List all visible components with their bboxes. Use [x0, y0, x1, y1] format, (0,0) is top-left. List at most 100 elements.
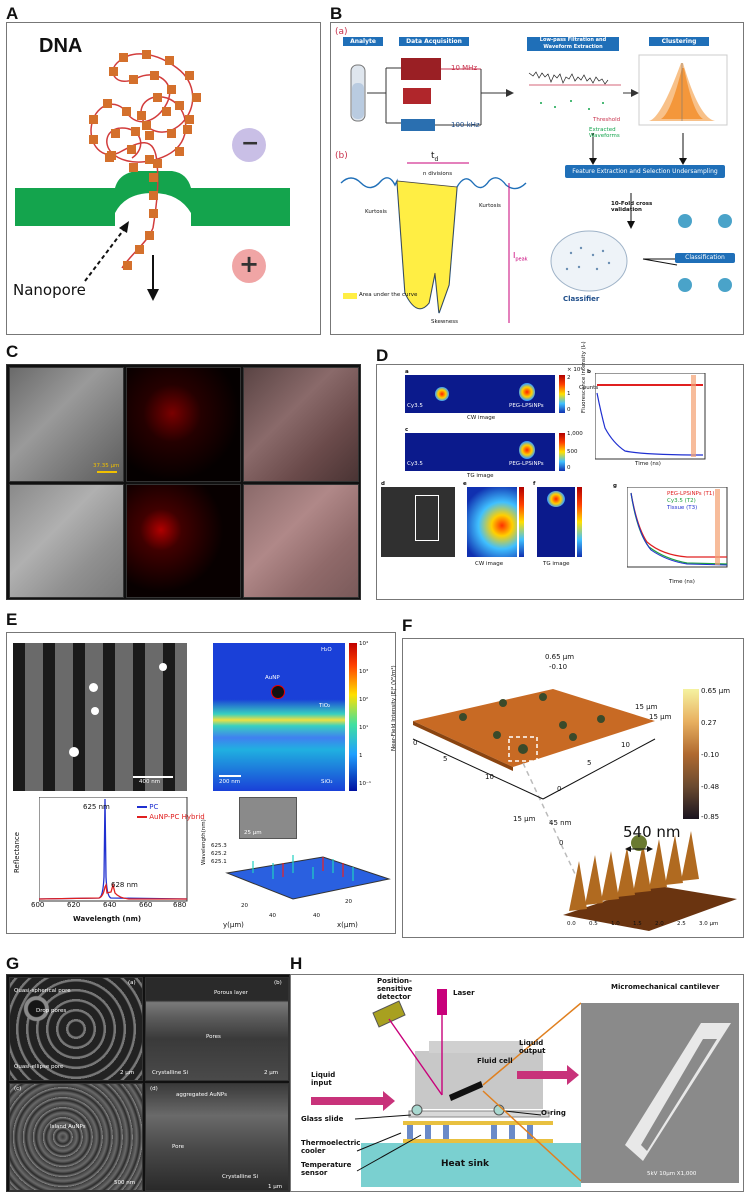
d-sub-e: e [463, 481, 467, 487]
panel-f: 0.65 μm -0.10 0 5 10 15 μm 15 μm 15 μm 1… [402, 638, 744, 938]
surf-xtick: 40 [313, 913, 320, 919]
d-sub-b: b [587, 369, 591, 375]
afm-xtick: 1.5 [633, 921, 642, 927]
tio2-label: TiO₂ [319, 703, 331, 709]
nf-cbar-tick: 1 [359, 753, 363, 759]
laser-label: Laser [453, 989, 475, 997]
lowpass-header: Low-pass Filtration and Waveform Extract… [527, 37, 619, 51]
nf-colorbar [349, 643, 357, 791]
cbar-a-unit: × 10⁴ [567, 367, 583, 373]
g-legend-1: PEG-LPSiNPs (T1) [667, 491, 715, 497]
agg-label: aggregated AuNPs [176, 1092, 227, 1098]
period-label: 540 nm [623, 823, 681, 841]
heat-sink-label: Heat sink [441, 1159, 489, 1169]
liquid-output-label: Liquid output [519, 1039, 546, 1055]
peak-625: 625 nm [83, 803, 110, 811]
panel-label-a: A [6, 4, 19, 23]
panel-h: Position-sensitive detector Laser Fluid … [290, 974, 744, 1192]
acquisition-header: Data Acquisition [399, 37, 469, 46]
surf-zlabel: Wavelength(nm) [201, 819, 207, 865]
panel-label-f: F [402, 616, 413, 635]
panel-label-b: B [330, 4, 343, 23]
afm-axis-right: 10 [621, 741, 630, 749]
panel-e: 400 nm AuNP H₂O TiO₂ SiO₂ 200 nm 10⁴ 10³… [6, 632, 397, 934]
panel-a: DNA [6, 22, 321, 335]
surf-z: 625.3 [211, 843, 227, 849]
nf-scale: 200 nm [219, 779, 241, 785]
auc-label: Area under the curve [359, 292, 418, 298]
aunp-label: AuNP [265, 675, 280, 681]
qep-label: Quasi-ellipse pore [14, 1064, 64, 1070]
freq-100khz: 100 kHz [451, 121, 480, 129]
psd-label: Position-sensitive detector [377, 977, 413, 1001]
afm-axis-left: 10 [485, 773, 494, 781]
panel-label-d: D [376, 346, 389, 365]
chart-xtick: 640 [103, 901, 117, 909]
cbar-f [577, 487, 582, 557]
afm-zmax: 0.65 μm [545, 653, 575, 661]
afm-xtick: 2.5 [677, 921, 686, 927]
plus-sign: + [239, 250, 260, 278]
nf-cbar-tick: 10⁴ [359, 641, 369, 647]
d-sub-a: a [405, 369, 409, 375]
sub-b: (b) [335, 151, 348, 161]
panel-b: (a) Analyte Data Acquisition Low-pass Fi… [330, 22, 744, 335]
surf-ylabel: y(μm) [223, 921, 244, 929]
surface-plot [225, 855, 391, 900]
afm-zero2: 0 [559, 839, 564, 847]
legend-hybrid: AuNP-PC Hybrid [137, 813, 205, 821]
afm-axis-right: 5 [587, 759, 592, 767]
nf-cbar-tick: 10³ [359, 669, 369, 675]
surf-xlabel: x(μm) [337, 921, 358, 929]
dna-title: DNA [39, 35, 83, 57]
scale-bar [97, 471, 117, 473]
tg-label-f: TG image [543, 561, 570, 567]
g-legend-2: Cy3.5 (T2) [667, 498, 696, 504]
near-field-map: AuNP H₂O TiO₂ SiO₂ 200 nm [213, 643, 345, 791]
panel-label-h: H [290, 954, 303, 973]
tg-image-c: Cy3.5 PEG-LPSiNPs [405, 433, 555, 471]
sio2-label: SiO₂ [321, 779, 333, 785]
afm-axis-right: 15 μm [635, 703, 658, 711]
cantilever-label: Micromechanical cantilever [611, 983, 720, 991]
merged-top [243, 367, 359, 482]
afm-cbar-tick: -0.85 [701, 813, 720, 821]
drop-label: Drop pores [36, 1008, 67, 1014]
afm-setup-diagram [311, 989, 739, 1187]
extracted-label: Extracted Waveforms [589, 127, 620, 139]
afm-xtick: 1.0 [611, 921, 620, 927]
surf-z: 625.1 [211, 859, 227, 865]
afm-cbar-tick: -0.48 [701, 783, 720, 791]
surf-z: 625.2 [211, 851, 227, 857]
qsp-label: Quasi-spherical pore [14, 988, 71, 994]
kurtosis-right: Kurtosis [479, 203, 501, 209]
chart-ylabel: Reflectance [13, 831, 21, 873]
chart-xlabel: Wavelength (nm) [73, 915, 142, 923]
brightfield-top [9, 367, 124, 482]
scale-g-b: 2 μm [264, 1070, 279, 1076]
pore-label: Pore [172, 1144, 185, 1150]
sem-g-a: (a) Quasi-spherical pore Drop pores Quas… [9, 977, 143, 1081]
scale-g-a: 2 μm [120, 1070, 135, 1076]
surf-ytick: 40 [269, 913, 276, 919]
d-sub-d: d [381, 481, 385, 487]
inset-scale: 25 μm [244, 830, 262, 836]
csi2-label: Crystalline Si [222, 1174, 258, 1180]
afm-axis-right: 15 μm [649, 713, 672, 721]
sem-grating: 400 nm [13, 643, 187, 791]
panel-c: 37.35 μm [6, 364, 361, 600]
cw-image-a: Cy3.5 PEG-LPSiNPs [405, 375, 555, 413]
classification-box: Classification [675, 253, 735, 263]
afm-xtick: 3.0 μm [699, 921, 719, 927]
liquid-input-label: Liquid input [311, 1071, 336, 1087]
surf-xtick: 20 [345, 899, 352, 905]
photo-d [381, 487, 455, 557]
decay-chart-b [595, 373, 706, 460]
chart-xtick: 620 [67, 901, 81, 909]
panel-label-c: C [6, 342, 19, 361]
scale-g-c: 500 nm [114, 1180, 136, 1186]
cbar-c-tick: 500 [567, 449, 578, 455]
panel-label-g: G [6, 954, 20, 973]
scale-label: 37.35 μm [93, 463, 120, 469]
afm-xtick: 2.0 [655, 921, 664, 927]
